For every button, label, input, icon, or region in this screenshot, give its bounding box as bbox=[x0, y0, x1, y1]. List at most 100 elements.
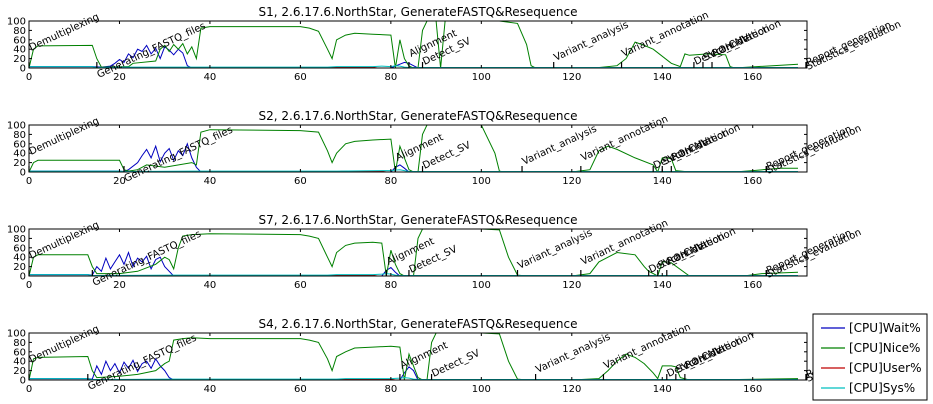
annotation-label: Variant_analysis bbox=[552, 20, 630, 64]
x-tick-label: 0 bbox=[26, 176, 32, 187]
x-tick-label: 60 bbox=[294, 72, 307, 83]
x-tick-label: 160 bbox=[743, 384, 762, 395]
x-tick-label: 100 bbox=[472, 280, 491, 291]
x-tick-label: 120 bbox=[562, 280, 581, 291]
y-tick-label: 60 bbox=[13, 139, 26, 150]
x-tick-label: 100 bbox=[472, 176, 491, 187]
y-tick-label: 40 bbox=[13, 357, 26, 368]
x-tick-label: 40 bbox=[204, 280, 217, 291]
x-tick-label: 80 bbox=[384, 72, 397, 83]
annotation-label: Variant_analysis bbox=[534, 332, 612, 376]
legend-label: [CPU]Wait% bbox=[849, 321, 921, 335]
x-tick-label: 60 bbox=[294, 176, 307, 187]
annotation-label: Generating_FASTQ_files bbox=[95, 21, 207, 81]
series-line-cpunice bbox=[29, 333, 799, 380]
y-tick-label: 60 bbox=[13, 347, 26, 358]
series-line-cpuwait bbox=[29, 250, 798, 276]
x-tick-label: 160 bbox=[743, 280, 762, 291]
y-tick-label: 80 bbox=[13, 338, 26, 349]
series-line-cpuuser bbox=[29, 378, 798, 380]
annotation-label: Demultiplexing bbox=[28, 116, 101, 158]
y-tick-label: 20 bbox=[13, 366, 26, 377]
x-tick-label: 100 bbox=[472, 72, 491, 83]
y-tick-label: 40 bbox=[13, 149, 26, 160]
y-tick-label: 80 bbox=[13, 26, 26, 37]
legend-label: [CPU]User% bbox=[849, 361, 922, 375]
series-line-cpunice bbox=[29, 21, 799, 68]
y-tick-label: 40 bbox=[13, 253, 26, 264]
y-tick-label: 80 bbox=[13, 130, 26, 141]
x-tick-label: 20 bbox=[113, 280, 126, 291]
x-tick-label: 40 bbox=[204, 176, 217, 187]
y-tick-label: 100 bbox=[7, 17, 26, 28]
y-tick-label: 0 bbox=[20, 168, 26, 179]
legend-label: [CPU]Nice% bbox=[849, 341, 920, 355]
chart-panel-1: S1, 2.6.17.6.NorthStar, GenerateFASTQ&Re… bbox=[7, 5, 903, 83]
series-line-cpuwait bbox=[29, 357, 798, 380]
x-tick-label: 140 bbox=[653, 280, 672, 291]
annotation-label: Generating_FASTQ_files bbox=[91, 229, 203, 289]
series-line-cpuwait bbox=[29, 44, 798, 68]
series-line-cpuuser bbox=[29, 66, 798, 68]
series-line-cpusys bbox=[29, 65, 798, 68]
chart-panel-4: S4, 2.6.17.6.NorthStar, GenerateFASTQ&Re… bbox=[7, 317, 903, 395]
series-group bbox=[29, 21, 799, 68]
x-tick-label: 0 bbox=[26, 72, 32, 83]
x-tick-label: 120 bbox=[562, 72, 581, 83]
y-tick-label: 60 bbox=[13, 35, 26, 46]
x-tick-label: 140 bbox=[653, 176, 672, 187]
y-tick-label: 100 bbox=[7, 329, 26, 340]
y-tick-label: 60 bbox=[13, 243, 26, 254]
annotation-label: Statistics_evaluation bbox=[805, 19, 903, 73]
legend-label: [CPU]Sys% bbox=[849, 381, 915, 395]
y-tick-label: 40 bbox=[13, 45, 26, 56]
annotation-label: Generating_FASTQ_files bbox=[123, 125, 235, 185]
annotation-label: Statistics_evaluation bbox=[765, 123, 863, 177]
annotation-label: ROH_detection bbox=[711, 18, 783, 59]
legend: [CPU]Wait% [CPU]Nice% [CPU]User% [CPU]Sys% bbox=[812, 313, 928, 401]
y-tick-label: 20 bbox=[13, 158, 26, 169]
x-tick-label: 0 bbox=[26, 280, 32, 291]
x-tick-label: 120 bbox=[562, 176, 581, 187]
axes-frame bbox=[28, 20, 808, 69]
y-tick-label: 100 bbox=[7, 225, 26, 236]
x-tick-label: 160 bbox=[743, 72, 762, 83]
annotation-label: Demultiplexing bbox=[28, 324, 101, 366]
x-tick-label: 20 bbox=[113, 176, 126, 187]
annotation-label: Demultiplexing bbox=[28, 12, 101, 54]
annotation-label: Variant_annotation bbox=[579, 218, 669, 268]
x-tick-label: 160 bbox=[743, 176, 762, 187]
y-tick-label: 20 bbox=[13, 54, 26, 65]
series-line-cpunice bbox=[29, 125, 798, 172]
x-tick-label: 140 bbox=[653, 72, 672, 83]
chart-title: S2, 2.6.17.6.NorthStar, GenerateFASTQ&Re… bbox=[259, 109, 578, 123]
annotation-label: Statistics_evaluation bbox=[765, 227, 863, 281]
annotation-label: Demultiplexing bbox=[28, 220, 101, 262]
x-tick-label: 80 bbox=[384, 384, 397, 395]
axes-frame bbox=[28, 228, 808, 277]
series-line-cpuuser bbox=[29, 274, 798, 276]
y-tick-label: 0 bbox=[20, 64, 26, 75]
annotation-label: Variant_annotation bbox=[579, 114, 669, 164]
x-tick-label: 80 bbox=[384, 280, 397, 291]
x-tick-label: 100 bbox=[472, 384, 491, 395]
chart-panel-3: S7, 2.6.17.6.NorthStar, GenerateFASTQ&Re… bbox=[7, 213, 863, 291]
chart-title: S7, 2.6.17.6.NorthStar, GenerateFASTQ&Re… bbox=[259, 213, 578, 227]
annotation-label: Generating_FASTQ_files bbox=[86, 333, 198, 393]
axes-frame bbox=[28, 332, 808, 381]
chart-title: S4, 2.6.17.6.NorthStar, GenerateFASTQ&Re… bbox=[259, 317, 578, 331]
y-tick-label: 0 bbox=[20, 272, 26, 283]
x-tick-label: 40 bbox=[204, 72, 217, 83]
y-tick-label: 100 bbox=[7, 121, 26, 132]
chart-panel-2: S2, 2.6.17.6.NorthStar, GenerateFASTQ&Re… bbox=[7, 109, 863, 187]
x-tick-label: 0 bbox=[26, 384, 32, 395]
annotation-label: Variant_annotation bbox=[620, 10, 710, 60]
y-tick-label: 80 bbox=[13, 234, 26, 245]
annotation-label: ROH_detection bbox=[665, 226, 737, 267]
axes-frame bbox=[28, 124, 808, 173]
x-tick-label: 20 bbox=[113, 384, 126, 395]
x-tick-label: 140 bbox=[653, 384, 672, 395]
y-tick-label: 0 bbox=[20, 376, 26, 387]
x-tick-label: 60 bbox=[294, 384, 307, 395]
